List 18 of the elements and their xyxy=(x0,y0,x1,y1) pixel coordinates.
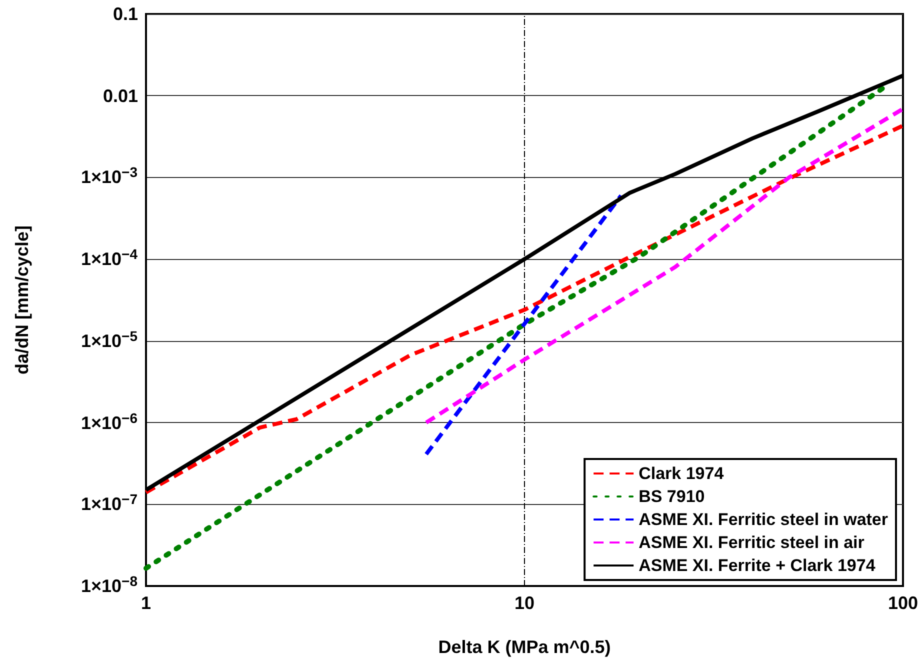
y-tick-label: 1×10$^{−5}$ xyxy=(81,328,138,351)
y-tick-label: 1×10$^{−8}$ xyxy=(81,573,138,596)
y-tick-label: 1×10$^{−6}$ xyxy=(81,410,138,433)
legend-label: ASME XI. Ferritic steel in air xyxy=(638,533,865,552)
y-tick-label: 0.1 xyxy=(113,4,138,24)
y-axis-title: da/dN [mm/cycle] xyxy=(12,225,32,375)
y-tick-label: 0.01 xyxy=(103,86,138,106)
y-tick-label: 1×10$^{−4}$ xyxy=(81,246,138,270)
legend-label: ASME XI. Ferritic steel in water xyxy=(638,510,888,529)
legend-label: BS 7910 xyxy=(638,487,705,506)
x-axis-title: Delta K (MPa m^0.5) xyxy=(438,637,611,657)
legend-label: Clark 1974 xyxy=(638,464,724,483)
x-tick-label: 1 xyxy=(140,593,152,613)
y-tick-label: 1×10$^{−7}$ xyxy=(81,491,138,514)
x-tick-label: 10 xyxy=(514,593,535,613)
x-tick-label: 100 xyxy=(888,593,918,613)
y-tick-label: 1×10$^{−3}$ xyxy=(81,164,138,188)
legend-label: ASME XI. Ferrite + Clark 1974 xyxy=(638,556,876,575)
